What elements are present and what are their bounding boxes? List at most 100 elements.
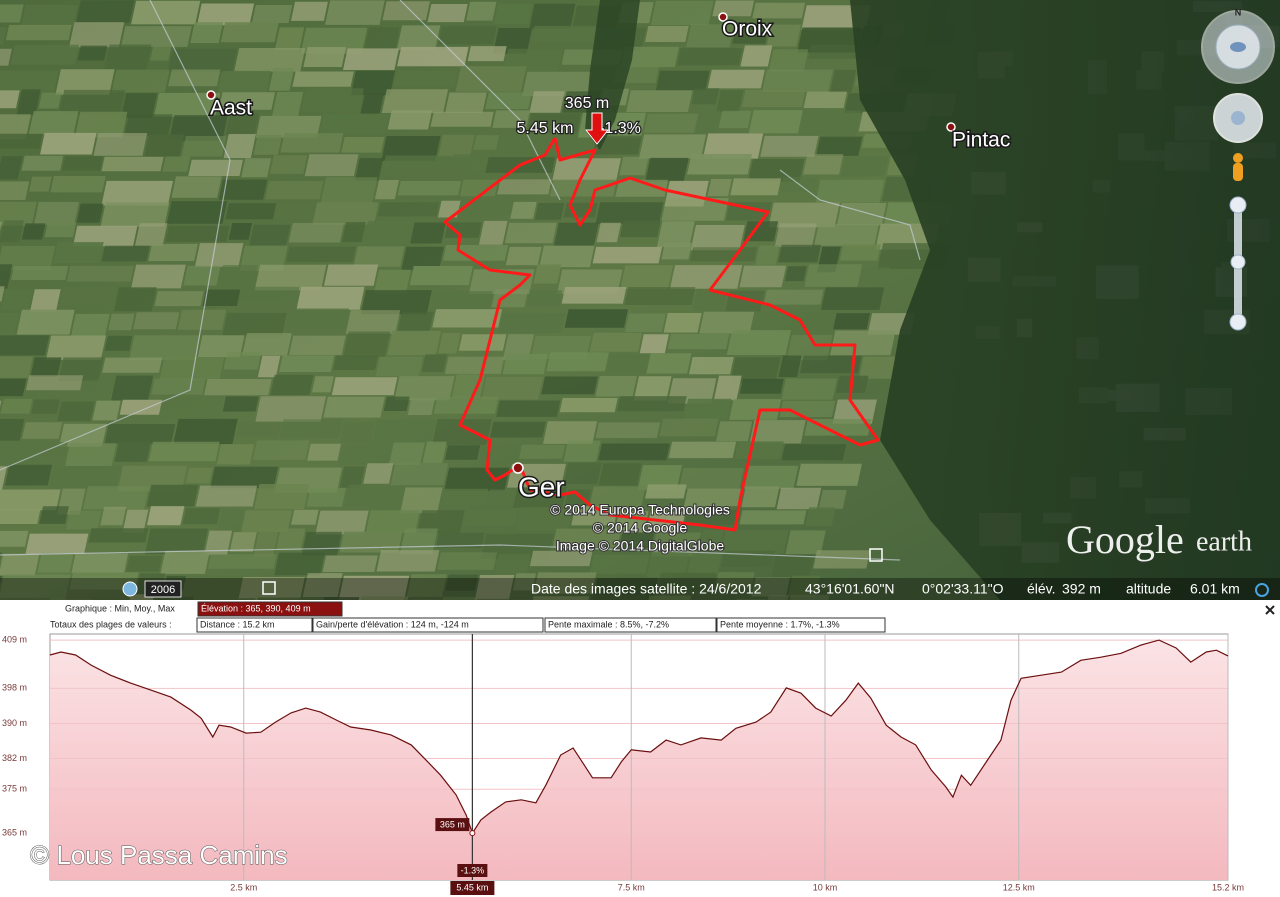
field — [100, 202, 170, 227]
field — [121, 93, 157, 118]
field — [274, 552, 325, 576]
field — [707, 179, 732, 197]
place-label[interactable]: Pintac — [951, 127, 1012, 153]
stats-elevation-box[interactable] — [197, 601, 343, 617]
field — [715, 572, 755, 589]
field — [821, 287, 885, 310]
stats-avg-slope[interactable]: Pente moyenne : 1.7%, -1.3% — [720, 619, 840, 629]
field — [592, 246, 663, 264]
field — [38, 92, 62, 109]
field — [381, 136, 441, 161]
field — [265, 181, 324, 200]
field — [167, 48, 238, 72]
field — [478, 220, 508, 245]
pegman-body[interactable] — [1233, 163, 1243, 181]
stats-gain-loss[interactable]: Gain/perte d'élévation : 124 m, -124 m — [316, 619, 469, 629]
place-marker[interactable] — [946, 122, 956, 132]
field — [79, 379, 114, 402]
field — [0, 133, 43, 149]
field — [716, 421, 753, 442]
history-box[interactable] — [144, 580, 182, 598]
place-marker[interactable] — [512, 462, 524, 474]
field — [374, 269, 411, 294]
field — [301, 531, 343, 556]
field — [217, 70, 272, 93]
place-marker[interactable] — [718, 12, 728, 22]
field — [11, 266, 69, 280]
gps-track[interactable] — [443, 137, 880, 532]
field — [444, 222, 482, 238]
field — [194, 243, 244, 267]
pegman-head[interactable] — [1233, 153, 1243, 163]
place-label[interactable]: Oroix — [721, 16, 775, 42]
stats-box[interactable] — [312, 617, 544, 633]
cursor-value-box — [435, 818, 470, 832]
field — [21, 223, 46, 240]
field — [650, 0, 714, 26]
stats-max-slope[interactable]: Pente maximale : 8.5%, -7.2% — [548, 619, 669, 629]
logo-earth: earth — [1196, 526, 1252, 557]
field — [312, 202, 379, 225]
field — [399, 528, 438, 555]
map-view[interactable]: Oroix Aast Pintac Ger 365 m 5.45 km -1.3… — [0, 0, 1280, 622]
field — [619, 156, 649, 176]
field — [37, 553, 74, 573]
elevation-profile[interactable]: 365 m 375 m 382 m 390 m 398 m 409 m 2.5 km 7.5 … — [2, 633, 1244, 895]
field — [638, 134, 707, 159]
field — [497, 179, 552, 195]
field — [768, 202, 840, 228]
stats-distance[interactable]: Distance : 15.2 km — [200, 619, 275, 629]
field — [512, 573, 537, 591]
field — [222, 396, 259, 412]
field — [197, 335, 245, 358]
field — [83, 486, 150, 510]
place-marker[interactable] — [206, 90, 216, 100]
y-tick-label: 365 m — [2, 827, 27, 837]
field — [690, 594, 736, 600]
field — [50, 176, 106, 193]
history-year[interactable]: 2006 — [151, 584, 175, 596]
field — [739, 265, 787, 288]
elevation-area — [50, 640, 1228, 880]
field — [325, 0, 385, 25]
field — [188, 159, 243, 177]
field — [0, 419, 25, 441]
field — [661, 242, 692, 260]
profile-close[interactable] — [1265, 605, 1275, 615]
altitude-label: altitude — [1126, 581, 1171, 597]
field — [377, 202, 440, 217]
field — [100, 506, 127, 526]
field — [331, 377, 398, 396]
field — [28, 111, 79, 135]
stats-elevation[interactable]: Élévation : 365, 390, 409 m — [201, 603, 311, 613]
stats-box[interactable] — [716, 617, 886, 633]
place-label[interactable]: Aast — [209, 95, 254, 121]
field — [241, 510, 293, 532]
field — [333, 355, 379, 371]
y-tick-label: 390 m — [2, 718, 27, 728]
field — [0, 553, 40, 576]
field — [0, 156, 23, 180]
zoom-in[interactable] — [1229, 196, 1247, 214]
navigation-controls[interactable]: N — [1201, 7, 1275, 331]
zoom-thumb[interactable] — [1230, 254, 1246, 270]
field — [225, 203, 277, 220]
overlay-icon[interactable] — [262, 581, 276, 595]
field — [338, 575, 410, 600]
stats-box[interactable] — [196, 617, 313, 633]
stats-box[interactable] — [544, 617, 717, 633]
field — [255, 115, 322, 138]
place-label[interactable]: Ger — [517, 470, 567, 504]
history-icon[interactable] — [122, 581, 138, 597]
field — [31, 399, 60, 414]
field — [101, 245, 150, 262]
close-button[interactable] — [1265, 605, 1275, 615]
zoom-out[interactable] — [1229, 313, 1247, 331]
field — [104, 424, 176, 444]
eye-icon — [1230, 42, 1246, 52]
north-indicator[interactable]: N — [1235, 7, 1242, 17]
field — [739, 510, 807, 525]
overlay-icon[interactable] — [869, 548, 883, 562]
